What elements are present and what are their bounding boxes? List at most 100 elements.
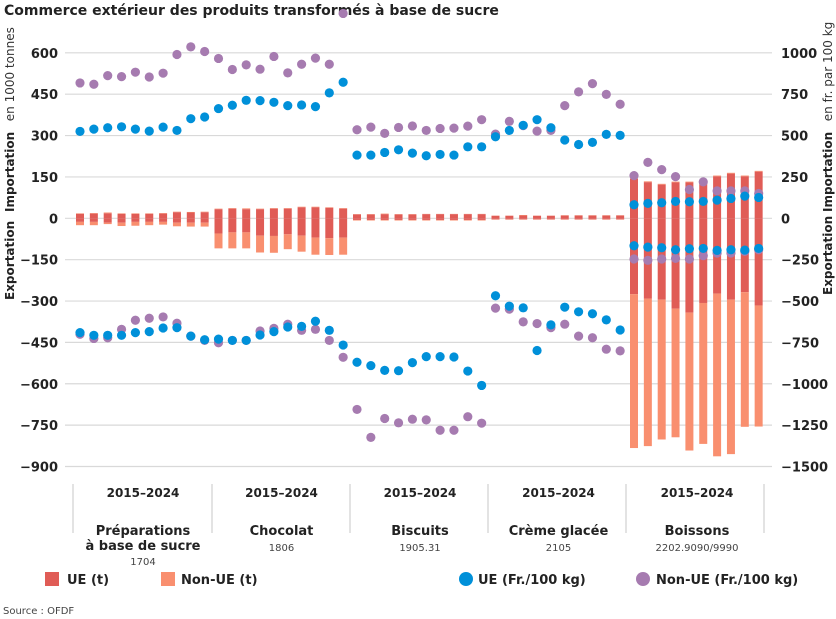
bar-non-ue-import: [685, 181, 694, 183]
bar-ue-export: [103, 218, 112, 223]
dot-ue-import: [200, 112, 210, 122]
right-tick-label: −500: [781, 295, 819, 310]
dot-non-ue-export: [435, 425, 445, 435]
dot-ue-export: [269, 327, 279, 337]
right-axis-import-label: Importation en fr. par 100 kg: [817, 22, 836, 212]
bar-ue-import: [422, 214, 431, 219]
legend-item-ue-t[interactable]: UE (t): [45, 572, 109, 588]
bar-non-ue-export: [256, 235, 265, 253]
bar-non-ue-import: [131, 213, 140, 214]
bar-non-ue-export: [186, 222, 195, 227]
dot-non-ue-export: [698, 251, 708, 261]
group-years: 2015–2024: [107, 486, 180, 500]
bar-non-ue-import: [311, 206, 320, 208]
dot-non-ue-import: [130, 67, 140, 77]
bar-ue-export: [533, 218, 542, 220]
bar-ue-export: [449, 218, 458, 220]
bar-non-ue-export: [339, 237, 348, 255]
dot-non-ue-import: [310, 53, 321, 63]
dot-non-ue-import: [352, 125, 362, 135]
dot-non-ue-import: [574, 87, 584, 97]
dot-non-ue-import: [269, 51, 279, 62]
bar-ue-import: [117, 213, 126, 219]
legend-label: UE (Fr./100 kg): [478, 573, 586, 588]
dot-non-ue-import: [463, 121, 473, 131]
bar-non-ue-import: [200, 211, 209, 213]
legend-item-non-ue-price[interactable]: Non-UE (Fr./100 kg): [636, 572, 798, 588]
dot-non-ue-import: [186, 42, 196, 52]
left-axis-import-label: Importation en 1000 tonnes: [0, 27, 18, 212]
left-tick-label: 300: [31, 130, 58, 145]
dot-non-ue-import: [657, 165, 667, 175]
bar-non-ue-export: [145, 221, 154, 226]
dot-non-ue-export: [490, 303, 501, 313]
legend-dot-non-ue-price: [636, 572, 650, 586]
bar-ue-import: [214, 209, 223, 219]
dot-ue-export: [574, 307, 584, 317]
source-note: Source : OFDF: [3, 606, 74, 617]
bar-non-ue-export: [297, 235, 306, 252]
legend-item-non-ue-t[interactable]: Non-UE (t): [161, 572, 258, 588]
bar-non-ue-import: [754, 170, 763, 172]
bar-non-ue-import: [228, 208, 237, 209]
dot-ue-import: [574, 139, 584, 150]
dot-ue-import: [449, 150, 459, 160]
dot-ue-import: [130, 124, 140, 134]
right-tick-label: 500: [781, 130, 808, 145]
dot-non-ue-import: [213, 53, 224, 64]
bar-ue-import: [297, 207, 306, 219]
bar-non-ue-import: [214, 208, 223, 210]
legend-dot-ue-price: [459, 572, 473, 586]
bar-ue-import: [630, 178, 638, 219]
dot-non-ue-import: [103, 71, 113, 81]
bar-non-ue-import: [186, 211, 195, 213]
legend-item-ue-price[interactable]: UE (Fr./100 kg): [459, 572, 586, 588]
dot-ue-import: [477, 142, 487, 152]
gridlines: [65, 52, 772, 468]
dot-ue-import: [103, 123, 113, 133]
dot-non-ue-import: [172, 49, 182, 60]
bar-non-ue-export: [740, 292, 749, 427]
dot-ue-export: [130, 328, 140, 338]
dot-ue-export: [615, 325, 625, 335]
dot-ue-import: [366, 150, 376, 160]
bar-ue-import: [449, 214, 458, 219]
bar-ue-export: [463, 218, 472, 220]
left-tick-label: 0: [49, 212, 58, 227]
bar-non-ue-import: [339, 208, 348, 209]
bar-non-ue-import: [256, 208, 265, 210]
bar-ue-export: [159, 218, 168, 222]
dot-ue-export: [407, 357, 417, 368]
dot-ue-export: [601, 315, 611, 325]
right-tick-label: −1250: [781, 419, 828, 434]
dot-non-ue-import: [297, 59, 307, 69]
bar-non-ue-export: [228, 232, 237, 249]
dot-ue-export: [684, 244, 695, 254]
bar-ue-import: [325, 207, 334, 219]
legend-swatch-non-ue-t: [161, 572, 175, 586]
dot-non-ue-import: [560, 101, 570, 111]
bar-ue-import: [311, 207, 320, 219]
dot-ue-export: [158, 323, 168, 333]
dot-ue-export: [629, 241, 639, 251]
legend: UE (t) Non-UE (t) UE (Fr./100 kg) Non-UE…: [45, 572, 798, 588]
bar-ue-import: [394, 214, 403, 219]
dot-ue-export: [560, 302, 570, 312]
bar-non-ue-export: [325, 238, 334, 255]
right-tick-label: 1000: [781, 47, 817, 62]
bar-non-ue-import: [145, 213, 154, 214]
dot-non-ue-export: [560, 319, 570, 329]
bar-ue-export: [519, 218, 528, 220]
bar-non-ue-export: [477, 219, 486, 221]
dot-non-ue-import: [421, 125, 431, 136]
dot-non-ue-export: [518, 317, 528, 327]
dot-ue-export: [435, 352, 445, 362]
bar-ue-export: [602, 218, 611, 220]
right-tick-label: −750: [781, 336, 819, 351]
bar-non-ue-export: [422, 219, 431, 221]
dot-non-ue-export: [407, 414, 417, 424]
bar-ue-export: [353, 218, 361, 220]
bar-non-ue-import: [297, 206, 306, 208]
bar-ue-import: [505, 215, 514, 219]
bar-ue-export: [574, 218, 583, 220]
